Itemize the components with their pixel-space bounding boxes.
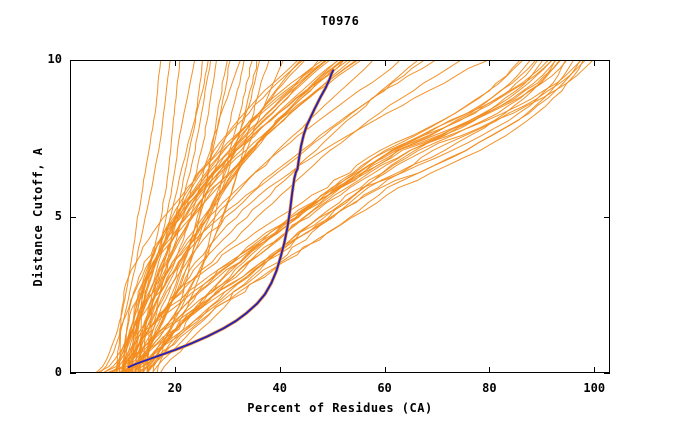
prediction-curve <box>160 61 584 372</box>
prediction-curve <box>96 61 162 372</box>
prediction-curve <box>152 61 520 372</box>
prediction-curve <box>121 61 552 372</box>
prediction-curve <box>134 61 566 372</box>
y-tick-mark-right <box>604 60 610 61</box>
prediction-curve <box>122 61 358 372</box>
prediction-curve <box>128 61 373 372</box>
prediction-curve <box>122 61 344 372</box>
x-tick-mark <box>489 367 491 373</box>
y-tick-label: 5 <box>54 208 62 223</box>
prediction-curve <box>127 61 325 372</box>
prediction-curve <box>131 61 435 372</box>
prediction-curve <box>129 61 543 372</box>
prediction-curve <box>152 61 560 372</box>
plot-lines <box>96 61 593 372</box>
y-tick-label: 10 <box>47 52 62 66</box>
highlighted-model-curve <box>127 69 335 369</box>
x-axis-label: Percent of Residues (CA) <box>247 401 433 415</box>
prediction-curve <box>139 61 298 372</box>
prediction-curve <box>132 61 326 372</box>
y-tick-mark-right <box>604 216 610 218</box>
x-tick-label: 60 <box>377 381 392 395</box>
y-tick-mark <box>70 373 76 374</box>
prediction-curve <box>156 61 585 372</box>
prediction-curve <box>123 61 344 372</box>
prediction-curve <box>120 61 258 372</box>
prediction-curve <box>135 61 487 372</box>
x-tick-mark-top <box>279 60 281 66</box>
prediction-curve <box>115 61 400 372</box>
y-tick-label: 0 <box>54 365 62 379</box>
x-tick-mark <box>384 367 386 373</box>
prediction-curve <box>116 61 351 372</box>
x-tick-mark <box>594 367 596 373</box>
chart-title: T0976 <box>320 14 360 28</box>
x-tick-label: 40 <box>272 381 287 395</box>
prediction-curve <box>139 61 556 372</box>
prediction-curve <box>123 61 582 372</box>
prediction-curve <box>115 61 303 372</box>
prediction-curve <box>125 61 418 372</box>
prediction-curve <box>128 61 593 372</box>
x-tick-label: 80 <box>482 381 497 395</box>
prediction-curve <box>109 61 217 372</box>
y-tick-mark <box>70 216 76 218</box>
x-tick-mark-top <box>594 60 596 66</box>
prediction-curve <box>147 61 581 372</box>
x-tick-mark-top <box>174 60 176 66</box>
x-tick-label: 20 <box>167 381 183 395</box>
plot-area <box>70 60 610 373</box>
x-tick-label: 100 <box>583 381 606 395</box>
x-tick-mark <box>279 367 281 373</box>
prediction-curve <box>146 61 424 372</box>
prediction-curve <box>107 61 260 372</box>
prediction-curve <box>129 61 461 372</box>
x-tick-mark-top <box>384 60 386 66</box>
y-tick-mark-right <box>604 373 610 374</box>
y-tick-mark <box>70 60 76 61</box>
x-tick-mark <box>174 367 176 373</box>
x-tick-mark-top <box>489 60 491 66</box>
